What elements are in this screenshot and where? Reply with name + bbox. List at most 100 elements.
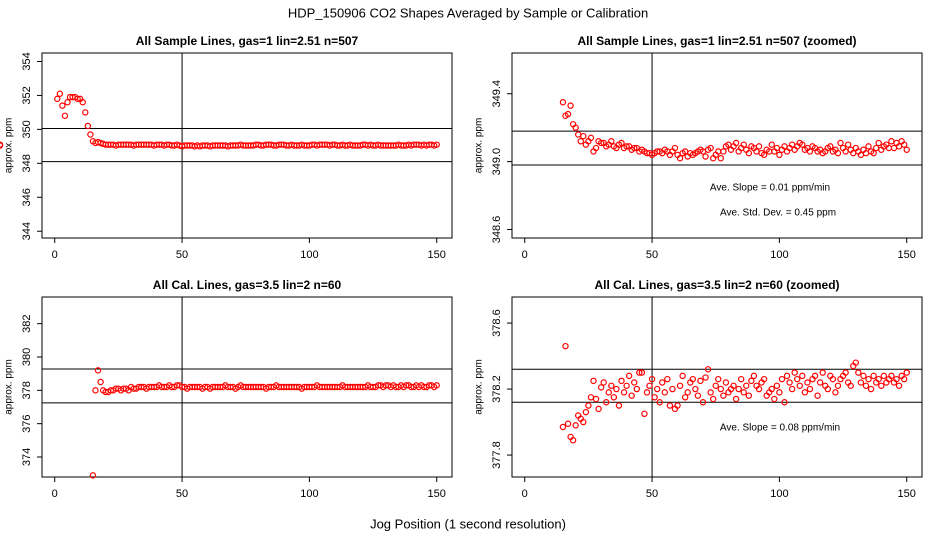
data-point	[615, 402, 623, 409]
data-point	[433, 382, 440, 389]
data-point	[867, 385, 875, 393]
x-tick-label: 50	[176, 488, 188, 500]
data-point	[61, 112, 69, 119]
data-point	[64, 99, 71, 106]
data-point	[656, 399, 663, 406]
y-tick-label: 348	[21, 154, 33, 172]
data-point	[781, 399, 788, 406]
data-point	[893, 375, 900, 383]
data-point	[676, 382, 684, 389]
plot-frame	[511, 52, 923, 239]
data-point	[618, 139, 625, 147]
data-point	[880, 372, 888, 380]
data-point	[646, 382, 653, 389]
data-point	[671, 144, 679, 152]
data-point	[659, 379, 666, 386]
y-tick-label: 346	[21, 188, 33, 206]
data-point	[732, 139, 740, 147]
panel-title: All Cal. Lines, gas=3.5 lin=2 n=60	[153, 278, 342, 292]
data-point	[597, 384, 605, 391]
y-tick-label: 378	[21, 381, 33, 399]
data-point	[666, 402, 674, 409]
plot-frame	[511, 296, 923, 478]
data-point	[811, 372, 819, 380]
data-point	[575, 131, 582, 138]
data-point	[623, 382, 630, 389]
data-point	[582, 408, 590, 416]
data-point	[684, 389, 691, 396]
data-point	[564, 420, 572, 427]
data-point	[572, 124, 579, 131]
data-point	[674, 402, 681, 409]
data-point	[847, 382, 854, 389]
data-point	[567, 102, 574, 109]
data-point	[610, 394, 618, 401]
plot-frame	[41, 296, 453, 478]
data-point	[643, 389, 651, 396]
data-point	[794, 375, 801, 383]
x-tick-label: 0	[52, 488, 58, 500]
data-point	[740, 389, 747, 396]
data-point	[824, 385, 831, 393]
y-tick-label: 348.6	[491, 216, 503, 244]
data-point	[620, 389, 628, 396]
data-point	[806, 148, 814, 155]
data-point	[707, 389, 714, 396]
data-point	[832, 389, 839, 396]
data-point	[628, 392, 635, 399]
x-tick-label: 100	[300, 249, 318, 261]
data-point	[786, 379, 793, 386]
data-point	[608, 138, 615, 145]
data-point	[737, 375, 745, 383]
data-point	[638, 369, 646, 376]
data-point	[722, 379, 730, 386]
annotation: Ave. Slope = 0.01 ppm/min	[710, 183, 830, 194]
data-point	[776, 151, 783, 159]
data-point	[569, 437, 577, 444]
data-point	[653, 385, 661, 393]
y-axis-label: approx. ppm	[4, 118, 15, 174]
data-point	[597, 139, 605, 147]
data-point	[827, 143, 834, 150]
data-point	[433, 141, 440, 148]
x-tick-label: 150	[898, 488, 916, 500]
data-point	[768, 141, 775, 148]
data-point	[875, 139, 882, 147]
data-point	[623, 143, 630, 150]
data-point	[603, 399, 610, 406]
data-point	[54, 95, 61, 103]
data-point	[608, 382, 615, 389]
data-point	[720, 148, 727, 155]
data-point	[806, 385, 814, 393]
data-point	[689, 375, 697, 383]
data-point	[59, 102, 66, 109]
data-point	[618, 377, 625, 385]
data-point	[712, 382, 719, 389]
data-point	[699, 399, 707, 406]
data-point	[694, 392, 702, 399]
x-tick-label: 150	[428, 249, 446, 261]
data-point	[562, 342, 569, 350]
data-point	[585, 402, 592, 409]
data-point	[0, 142, 4, 149]
data-point	[834, 382, 842, 389]
data-point	[872, 144, 880, 152]
data-point	[857, 379, 865, 386]
data-point	[669, 385, 676, 393]
data-point	[600, 379, 607, 386]
y-tick-label: 350	[21, 120, 33, 138]
x-tick-label: 0	[522, 249, 528, 261]
data-point	[865, 375, 872, 383]
data-point	[799, 372, 806, 380]
data-point	[681, 394, 689, 401]
y-tick-label: 382	[21, 314, 33, 332]
data-point	[702, 374, 709, 381]
data-point	[855, 369, 862, 376]
data-point	[697, 377, 704, 385]
x-tick-label: 100	[770, 249, 788, 261]
data-point	[900, 375, 908, 383]
y-tick-label: 377.8	[491, 441, 503, 469]
data-point	[743, 382, 750, 389]
y-tick-label: 374	[21, 448, 33, 466]
data-point	[778, 375, 786, 383]
